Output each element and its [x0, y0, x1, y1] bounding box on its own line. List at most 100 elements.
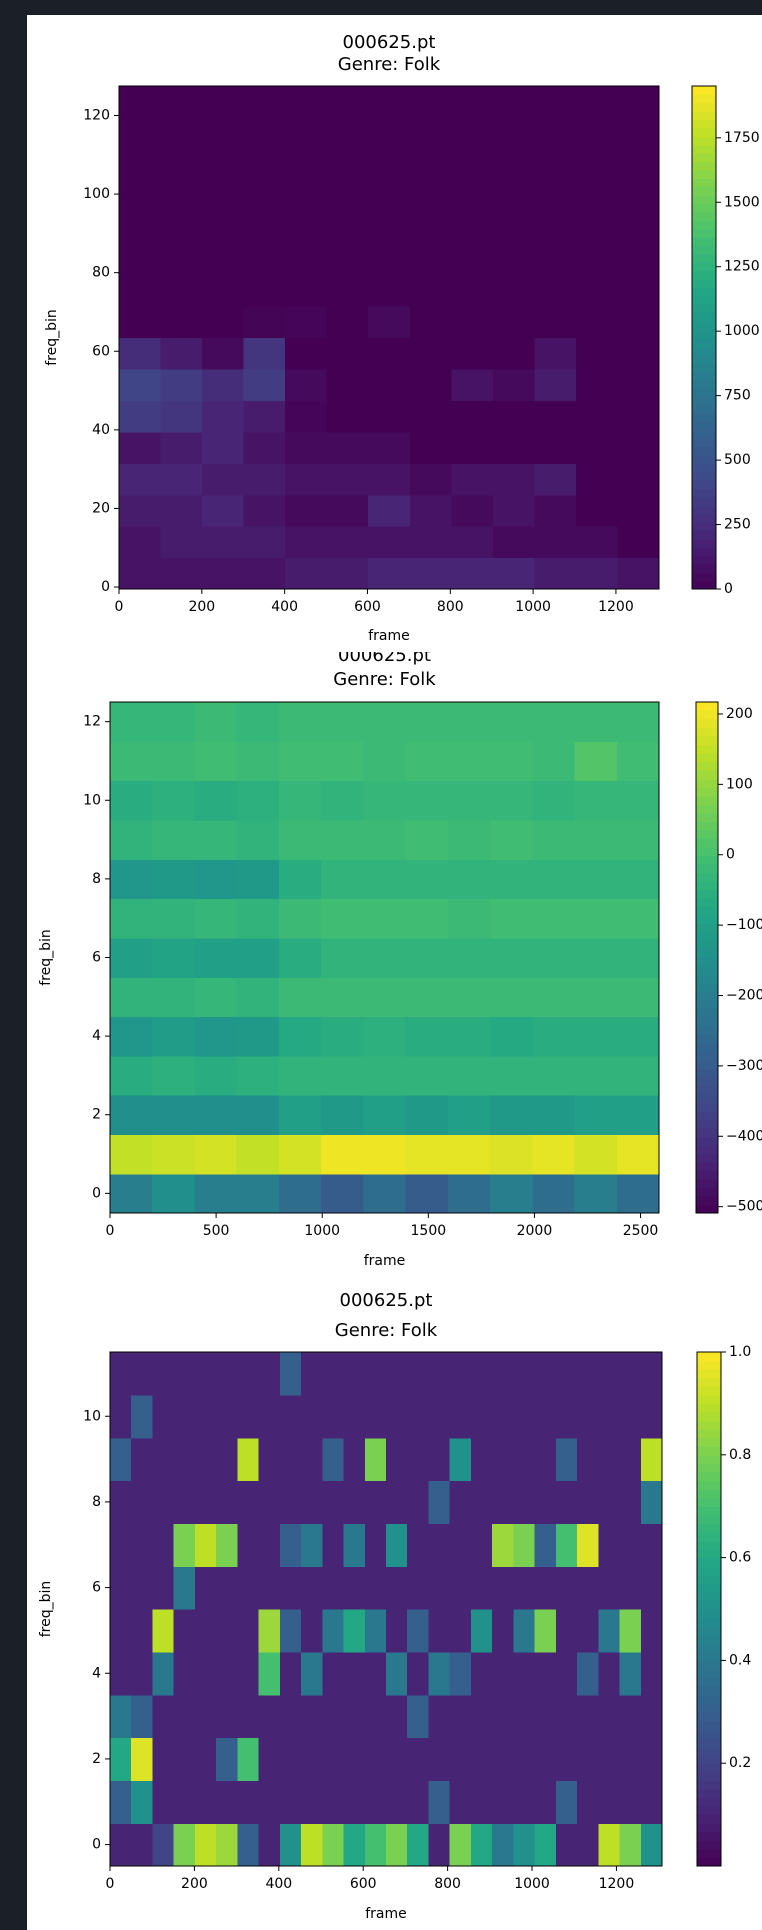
y-axis-label: freq_bin — [44, 309, 60, 366]
heatmap-cell — [285, 180, 328, 213]
heatmap-cell — [405, 898, 449, 939]
heatmap-cell — [577, 1394, 599, 1439]
heatmap-cell — [110, 1780, 132, 1824]
heatmap-cell — [532, 702, 576, 742]
heatmap-cell — [640, 1437, 663, 1482]
heatmap-cell — [513, 1823, 536, 1867]
heatmap-cell — [407, 1609, 430, 1653]
heatmap-cell — [407, 1651, 430, 1696]
heatmap-cell — [243, 557, 286, 590]
heatmap-cell — [160, 526, 203, 559]
heatmap-cell — [407, 1566, 430, 1610]
heatmap-cell — [152, 1823, 175, 1867]
heatmap-cell — [492, 463, 535, 496]
colorbar-band — [696, 889, 718, 899]
heatmap-cell — [119, 494, 162, 527]
heatmap-cell — [285, 306, 328, 339]
x-tick-label: 1000 — [515, 599, 551, 615]
heatmap-cell — [243, 211, 286, 244]
heatmap-cell — [279, 1651, 302, 1696]
colorbar-band — [696, 744, 718, 754]
colorbar-band — [697, 1540, 721, 1550]
heatmap-cell — [451, 211, 494, 244]
colorbar-band — [692, 421, 716, 431]
heatmap-cell — [555, 1737, 578, 1781]
y-tick-label: 80 — [92, 265, 110, 281]
heatmap-cell — [409, 148, 452, 181]
heatmap-cell — [110, 898, 153, 939]
colorbar-band — [697, 1506, 721, 1516]
heatmap-cell — [202, 557, 245, 590]
heatmap-cell — [386, 1394, 408, 1439]
heatmap-cell — [364, 1566, 387, 1610]
heatmap-cell — [343, 1694, 366, 1739]
heatmap-cell — [575, 337, 619, 370]
heatmap-cell — [513, 1737, 536, 1781]
heatmap-cell — [598, 1480, 621, 1524]
colorbar-frame — [695, 701, 719, 1214]
colorbar-band — [697, 1814, 721, 1824]
heatmap-cell — [326, 337, 369, 370]
heatmap-cell — [555, 1694, 578, 1739]
colorbar-band — [692, 329, 716, 339]
heatmap-cell — [236, 1134, 280, 1175]
plot-frame — [118, 85, 660, 590]
heatmap-cell — [322, 1651, 345, 1696]
heatmap-cell — [513, 1566, 536, 1610]
heatmap-cell — [386, 1480, 408, 1524]
heatmap-cell — [236, 741, 280, 782]
heatmap-cell — [409, 494, 452, 527]
heatmap-cell — [194, 819, 238, 860]
heatmap-cell — [152, 898, 196, 939]
heatmap-cell — [532, 819, 576, 860]
heatmap-cell — [577, 1694, 599, 1739]
heatmap-cell — [619, 1780, 642, 1824]
colorbar-band — [696, 1119, 718, 1129]
heatmap-cell — [447, 1095, 491, 1135]
colorbar-band — [697, 1411, 721, 1422]
heatmap-cell — [279, 1780, 302, 1824]
colorbar-band — [692, 86, 716, 95]
heatmap-cell — [216, 1651, 238, 1696]
heatmap-cell — [119, 148, 162, 181]
heatmap-cell — [575, 557, 619, 590]
heatmap-cell — [343, 1437, 366, 1482]
heatmap-cell — [326, 494, 369, 527]
heatmap-cell — [619, 1523, 642, 1567]
heatmap-cell — [574, 1134, 618, 1175]
heatmap-cell — [532, 780, 576, 821]
heatmap-cell — [386, 1437, 408, 1482]
heatmap-cell — [243, 148, 286, 181]
colorbar-band — [697, 1454, 721, 1464]
heatmap-cell — [451, 306, 494, 339]
heatmap-cell — [575, 494, 619, 527]
heatmap-cell — [119, 337, 162, 370]
heatmap-cell — [513, 1352, 536, 1396]
heatmap-cell — [616, 1016, 660, 1057]
heatmap-cell — [173, 1609, 196, 1653]
heatmap-cell — [258, 1823, 281, 1867]
colorbar-band — [697, 1497, 721, 1507]
heatmap-cell — [326, 274, 369, 307]
colorbar-band — [696, 787, 718, 797]
heatmap-cell — [575, 86, 619, 119]
heatmap-cell — [534, 1823, 557, 1867]
heatmap-cell — [237, 1394, 260, 1439]
heatmap-cell — [152, 1352, 175, 1396]
heatmap-cell — [278, 1016, 322, 1057]
heatmap-cell — [194, 1694, 217, 1739]
heatmap-cell — [322, 1694, 345, 1739]
heatmap-cell — [243, 243, 286, 276]
heatmap-cell — [110, 1523, 132, 1567]
heatmap-cell — [285, 274, 328, 307]
heatmap-cell — [321, 859, 364, 900]
colorbar-band — [696, 1195, 718, 1206]
heatmap-cell — [409, 86, 452, 119]
heatmap-cell — [237, 1780, 260, 1824]
heatmap-cell — [492, 1394, 514, 1439]
heatmap-cell — [119, 211, 162, 244]
heatmap-cell — [405, 1055, 449, 1096]
heatmap-cell — [119, 526, 162, 559]
colorbar-band — [692, 169, 716, 179]
chart-subtitle: Genre: Folk — [338, 54, 441, 75]
